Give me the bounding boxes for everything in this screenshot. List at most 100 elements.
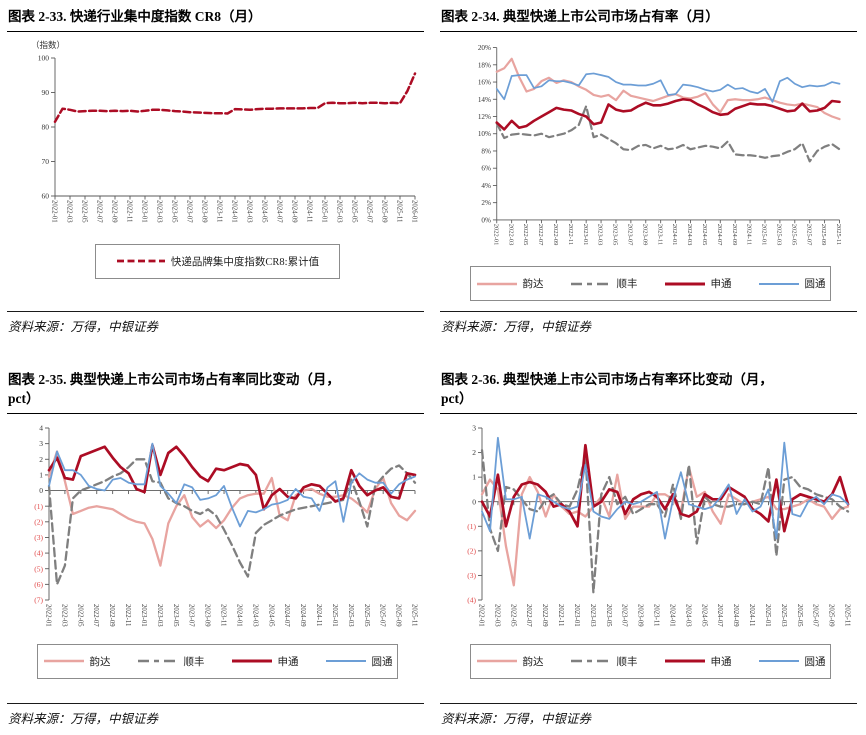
x-tick-label: 2023-07 xyxy=(188,604,195,627)
legend-label-yunda: 韵达 xyxy=(522,279,544,290)
x-tick-label: 2023-01 xyxy=(141,200,148,223)
x-tick-label: 2025-07 xyxy=(379,604,386,627)
y-tick-label: (7) xyxy=(34,595,43,604)
chart-legend: 韵达 顺丰 申通 圆通 xyxy=(470,643,831,679)
x-tick-label: 2024-09 xyxy=(731,224,738,246)
legend-item-shentong: 申通 xyxy=(231,654,299,669)
source-row: 资料来源：万得，中银证券 xyxy=(7,703,424,729)
y-tick-label: 4% xyxy=(481,182,491,190)
x-tick-label: 2022-03 xyxy=(60,604,67,627)
x-tick-label: 2022-03 xyxy=(66,200,73,223)
x-tick-label: 2022-01 xyxy=(51,200,58,223)
source-row: 资料来源：万得，中银证券 xyxy=(440,311,857,337)
source-text: 资料来源：万得，中银证券 xyxy=(441,320,592,334)
y-tick-label: (4) xyxy=(467,595,476,604)
x-tick-label: 2022-07 xyxy=(96,200,103,223)
figure-title-2-36: 图表 2-36. 典型快递上市公司市场占有率环比变动（月， pct） xyxy=(440,369,857,414)
panel-figure-2-36: 图表 2-36. 典型快递上市公司市场占有率环比变动（月， pct） 3 2 1 0 (1… xyxy=(433,363,866,735)
series-lines xyxy=(480,436,850,594)
x-axis: 2022-01 2022-03 2022-05 2022-07 2022-09 2022-… xyxy=(45,489,418,627)
x-tick-label: 2024-11 xyxy=(306,200,313,222)
x-tick-label: 2023-09 xyxy=(204,604,211,627)
y-tick-label: 4 xyxy=(39,423,43,432)
y-tick-label: (3) xyxy=(467,571,476,580)
legend-swatch-yuantong xyxy=(758,282,799,285)
legend-label-shunfeng: 顺丰 xyxy=(616,656,638,668)
legend-swatch-yunda xyxy=(476,282,517,285)
x-tick-label: 2025-01 xyxy=(761,224,768,246)
x-tick-label: 2024-03 xyxy=(251,604,258,627)
x-tick-label: 2023-05 xyxy=(605,604,612,627)
x-tick-label: 2025-09 xyxy=(395,604,402,627)
y-tick-label: 20% xyxy=(478,44,491,52)
x-axis: 2022-01 2022-03 2022-05 2022-07 2022-09 2022-… xyxy=(51,195,418,223)
x-tick-label: 2024-03 xyxy=(246,200,253,223)
x-tick-label: 2022-07 xyxy=(537,224,544,246)
figure-title-2-34: 图表 2-34. 典型快递上市公司市场占有率（月） xyxy=(440,6,857,32)
x-tick-label: 2025-09 xyxy=(381,200,388,223)
y-tick-label: 2% xyxy=(481,199,491,207)
y-tick-label: 2 xyxy=(472,448,476,457)
y-tick-label: (2) xyxy=(467,546,476,555)
x-tick-label: 2023-01 xyxy=(573,604,580,627)
series-line-cr8 xyxy=(53,72,417,123)
y-tick-label: (4) xyxy=(34,548,43,557)
x-tick-label: 2022-11 xyxy=(567,224,574,245)
x-tick-label: 2022-09 xyxy=(108,604,115,627)
y-tick-label: 3 xyxy=(472,423,476,432)
x-tick-label: 2024-07 xyxy=(276,200,283,223)
y-tick-label: 60 xyxy=(42,191,50,200)
x-tick-label: 2023-01 xyxy=(140,604,147,627)
figure-title-2-33: 图表 2-33. 快递行业集中度指数 CR8（月） xyxy=(7,6,424,32)
y-tick-label: 0 xyxy=(39,486,43,495)
panel-figure-2-33: 图表 2-33. 快递行业集中度指数 CR8（月） （指数） 100 90 80 70… xyxy=(0,0,433,363)
y-tick-label: 1 xyxy=(39,470,43,479)
source-row: 资料来源：万得，中银证券 xyxy=(7,311,424,337)
figure-title-text-line2: pct） xyxy=(441,390,473,406)
y-tick-label: 1 xyxy=(472,473,476,482)
series-line-shunfeng xyxy=(495,104,841,163)
y-tick-label: 6% xyxy=(481,165,491,173)
x-tick-label: 2023-09 xyxy=(637,604,644,627)
y-tick-label: (6) xyxy=(34,580,43,589)
x-tick-label: 2024-05 xyxy=(261,200,268,223)
x-tick-label: 2023-11 xyxy=(216,200,223,222)
legend-label-yuantong: 圆通 xyxy=(804,656,826,668)
yoy-change-line-chart: 4 3 2 1 0 (1) (2) (3) (4) (5) (6) (7)2022-01 2022-03… xyxy=(34,423,418,627)
x-tick-label: 2023-03 xyxy=(597,224,604,246)
x-tick-label: 2023-11 xyxy=(653,604,660,626)
y-axis: 3 2 1 0 (1) (2) (3) (4) xyxy=(467,423,483,604)
series-line-shentong xyxy=(480,443,850,533)
x-tick-label: 2025-03 xyxy=(780,604,787,627)
y-axis: 4 3 2 1 0 (1) (2) (3) (4) (5) (6) (7) xyxy=(34,423,50,604)
y-tick-label: 0% xyxy=(481,216,491,224)
legend-label-cr8: 快递品牌集中度指数CR8:累计值 xyxy=(170,256,320,268)
x-tick-label: 2022-07 xyxy=(525,604,532,627)
x-tick-label: 2024-09 xyxy=(291,200,298,223)
legend-swatch-shentong xyxy=(664,282,705,285)
legend-item-shentong: 申通 xyxy=(664,276,732,291)
legend-label-yuantong: 圆通 xyxy=(371,656,393,668)
legend-item-yunda: 韵达 xyxy=(43,654,111,669)
legend-swatch-yunda xyxy=(476,660,517,663)
source-row: 资料来源：万得，中银证券 xyxy=(440,703,857,729)
source-text: 资料来源：万得，中银证券 xyxy=(441,712,592,726)
figure-title-text: 图表 2-36. 典型快递上市公司市场占有率环比变动（月， xyxy=(441,372,773,387)
figure-title-text: 图表 2-35. 典型快递上市公司市场占有率同比变动（月， xyxy=(8,372,340,387)
figure-title-2-35: 图表 2-35. 典型快递上市公司市场占有率同比变动（月， pct） xyxy=(7,369,424,414)
x-tick-label: 2023-05 xyxy=(172,604,179,627)
x-tick-label: 2022-01 xyxy=(478,604,485,627)
market-share-line-chart: 20%18%16%14%12%10%8%6%4%2%0%2022-01 2022-… xyxy=(478,44,842,246)
series-lines xyxy=(53,72,417,123)
legend-item-yuantong: 圆通 xyxy=(325,654,393,669)
y-axis-unit-label: （指数） xyxy=(31,40,65,50)
y-axis: 100 90 80 70 60 xyxy=(38,53,56,200)
x-tick-label: 2024-01 xyxy=(231,200,238,223)
x-tick-label: 2022-03 xyxy=(507,224,514,246)
legend-swatch-yunda xyxy=(43,660,84,663)
x-tick-label: 2025-11 xyxy=(844,604,851,626)
legend-label-shunfeng: 顺丰 xyxy=(183,656,205,668)
x-tick-label: 2024-11 xyxy=(748,604,755,626)
x-tick-label: 2025-01 xyxy=(331,604,338,627)
legend-swatch-yuantong xyxy=(758,660,799,663)
